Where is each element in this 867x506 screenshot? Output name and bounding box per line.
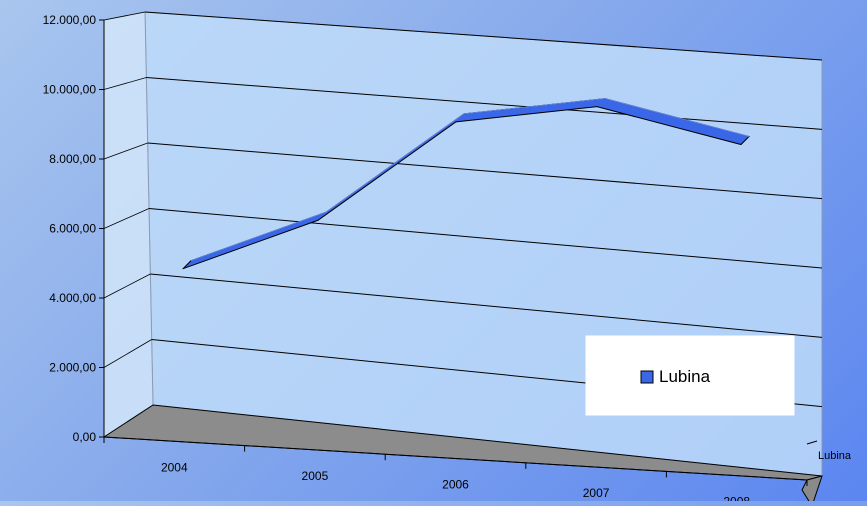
depth-axis-label: Lubina: [818, 450, 852, 462]
legend-swatch: [640, 370, 654, 384]
data-point: [182, 268, 184, 270]
y-tick-label: 4.000,00: [49, 291, 96, 305]
x-tick-label: 2006: [442, 478, 469, 492]
legend-box: [585, 335, 795, 416]
gridline-side: [103, 339, 152, 368]
y-tick-label: 10.000,00: [43, 83, 97, 97]
y-tick-label: 8.000,00: [49, 152, 96, 166]
side-wall: [103, 11, 154, 438]
axes: 0,00 2.000,00 4.000,00 6.000,00 8.000,00 10.0…: [43, 13, 823, 506]
y-tick-label: 2.000,00: [49, 361, 96, 375]
x-tick-label: 2008: [723, 495, 750, 501]
x-axis: [103, 436, 808, 481]
gridline-side: [103, 208, 150, 229]
gridline-side: [103, 142, 148, 160]
data-point: [455, 121, 457, 123]
legend: Lubina: [585, 335, 795, 416]
gridline-side: [103, 273, 151, 299]
depth-tick: [806, 440, 818, 445]
x-tick-label: 2004: [161, 460, 188, 474]
y-tick-label: 6.000,00: [49, 222, 96, 236]
y-tick-label: 0,00: [73, 430, 97, 444]
y-tick-label: 12.000,00: [43, 13, 97, 27]
x-tick-label: 2007: [583, 486, 610, 500]
gridline-side: [103, 11, 146, 21]
gridline: [146, 77, 823, 130]
legend-label: Lubina: [659, 367, 711, 386]
series-lubina: [182, 98, 750, 270]
data-point: [596, 106, 598, 108]
series-line-top: [190, 98, 750, 262]
data-point: [740, 144, 742, 146]
gridline: [147, 142, 823, 200]
gridlines: [103, 11, 823, 408]
gridline-side: [103, 77, 147, 90]
x-tick-label: 2005: [302, 469, 329, 483]
gridline: [148, 208, 823, 269]
data-point: [317, 219, 319, 221]
gridline: [150, 273, 823, 338]
gridline: [144, 11, 823, 61]
